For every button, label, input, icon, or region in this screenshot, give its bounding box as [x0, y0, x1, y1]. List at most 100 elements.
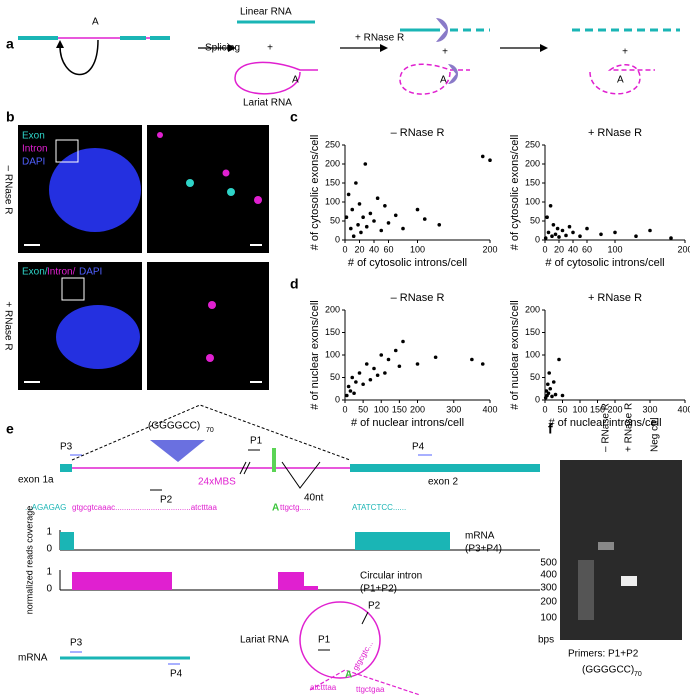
point	[346, 192, 351, 197]
ladder-label: 500	[540, 558, 557, 569]
track-label: (P1+P2)	[360, 584, 397, 595]
primer: P1	[318, 635, 331, 646]
condition-label: – RNase R	[2, 166, 13, 215]
y-tick-label: 100	[325, 349, 340, 359]
point	[551, 380, 556, 384]
y-tick-label: 50	[330, 372, 340, 382]
legend-intron: Intron	[22, 144, 48, 155]
point	[368, 211, 373, 216]
y-tick-label: 100	[525, 349, 540, 359]
x-axis-label: # of nuclear introns/cell	[548, 417, 661, 429]
point	[348, 389, 353, 393]
tick-label: 1	[46, 567, 52, 578]
panel-label: f	[548, 421, 553, 437]
micrographs	[18, 125, 269, 390]
point	[357, 202, 362, 206]
point	[548, 204, 553, 208]
x-tick-label: 200	[607, 404, 622, 414]
chart-title: – RNase R	[391, 292, 445, 304]
y-tick-label: 0	[335, 394, 340, 404]
y-tick-label: 50	[530, 215, 540, 225]
repeat-label: (GGGGCC)	[148, 421, 200, 432]
plus: +	[267, 43, 273, 54]
y-tick-label: 200	[525, 158, 540, 168]
mbs-label: 24xMBS	[198, 477, 236, 488]
ladder-label: 300	[540, 583, 557, 594]
branch-point: A	[272, 503, 279, 514]
x-tick-label: 40	[568, 244, 578, 254]
branch-point: A	[345, 670, 352, 681]
track-label: Circular intron	[360, 571, 422, 582]
y-tick-label: 0	[335, 234, 340, 244]
branch-label: A	[292, 75, 299, 86]
point	[383, 371, 387, 375]
x-tick-label: 200	[482, 244, 497, 254]
x-tick-label: 0	[542, 404, 547, 414]
point	[553, 392, 558, 397]
point	[350, 207, 355, 212]
x-axis-label: # of cytosolic introns/cell	[348, 257, 467, 269]
point	[555, 226, 560, 231]
panel-label: e	[6, 421, 14, 437]
point	[551, 223, 556, 227]
point	[488, 158, 492, 162]
legend-dapi: DAPI	[79, 267, 102, 278]
point	[557, 235, 561, 239]
y-tick-label: 200	[325, 158, 340, 168]
plus: +	[622, 47, 628, 58]
point	[393, 348, 398, 353]
point	[571, 230, 575, 235]
pre-mrna-diagram	[18, 18, 680, 95]
point	[344, 215, 349, 219]
y-axis-label: # of nuclear exons/cell	[309, 300, 321, 409]
rna-label: mRNA	[18, 653, 48, 664]
track-label: (P3+P4)	[465, 544, 502, 555]
point	[357, 371, 362, 375]
tick-label: 0	[46, 544, 52, 555]
point	[386, 221, 391, 225]
sequence: ttgctgaa	[356, 685, 385, 694]
x-tick-label: 100	[410, 244, 425, 254]
x-tick-label: 100	[572, 404, 587, 414]
point	[375, 373, 380, 378]
point	[669, 236, 673, 240]
point	[613, 230, 617, 235]
primer: P2	[160, 495, 173, 506]
y-tick-label: 200	[525, 304, 540, 314]
y-tick-label: 250	[525, 139, 540, 149]
point	[648, 228, 652, 233]
point	[546, 230, 551, 235]
x-axis-label: # of cytosolic introns/cell	[545, 257, 664, 269]
x-tick-label: 400	[482, 404, 497, 414]
product-label: Lariat RNA	[243, 98, 292, 109]
x-tick-label: 50	[557, 404, 567, 414]
lane-label: – RNase R	[601, 403, 612, 452]
product-label: Linear RNA	[240, 7, 292, 18]
chart-title: – RNase R	[391, 127, 445, 139]
sequence: ATATCTCC......	[352, 503, 406, 512]
x-tick-label: 100	[607, 244, 622, 254]
point	[383, 204, 387, 208]
point	[567, 224, 572, 229]
sequence: ...AGAGAG	[25, 503, 66, 512]
x-tick-label: 200	[410, 404, 425, 414]
primer: P1	[250, 436, 263, 447]
lane-label: + RNase R	[624, 403, 635, 452]
point	[433, 355, 438, 360]
point	[346, 384, 351, 389]
ladder-label: 400	[540, 570, 557, 581]
point	[397, 364, 402, 369]
exon-label: exon 2	[428, 477, 458, 488]
point	[401, 339, 405, 344]
point	[480, 362, 485, 366]
unit-label: bps	[538, 635, 554, 646]
y-axis-label: # of nuclear exons/cell	[509, 300, 521, 409]
x-tick-label: 200	[677, 244, 690, 254]
y-tick-label: 150	[525, 327, 540, 337]
point	[480, 154, 485, 159]
sequence: atctttaa	[310, 683, 337, 692]
y-tick-label: 200	[325, 304, 340, 314]
panel-label: c	[290, 109, 298, 125]
point	[351, 234, 356, 238]
legend-exon: Exon	[22, 131, 45, 142]
